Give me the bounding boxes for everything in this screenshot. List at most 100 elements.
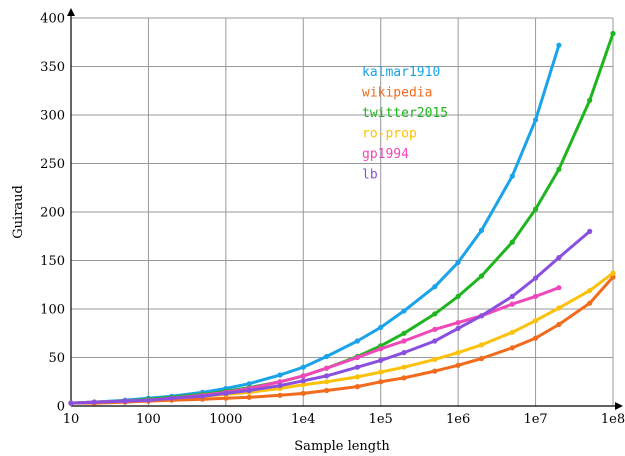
- data-point: [401, 350, 407, 356]
- data-point: [587, 228, 593, 234]
- x-tick-label: 1e5: [369, 412, 393, 427]
- data-point: [223, 395, 229, 401]
- data-point: [300, 373, 306, 379]
- series-kalmar1910: [68, 42, 562, 406]
- data-point: [556, 255, 562, 261]
- data-point: [122, 398, 128, 404]
- x-tick-label: 1e7: [523, 412, 547, 427]
- data-point: [401, 375, 407, 381]
- data-point: [378, 369, 384, 375]
- x-tick-label: 1e6: [446, 412, 470, 427]
- data-point: [432, 326, 438, 332]
- data-point: [610, 30, 616, 37]
- series-lines: [68, 30, 616, 406]
- data-point: [324, 379, 330, 385]
- data-point: [556, 305, 562, 311]
- data-point: [354, 374, 360, 380]
- data-point: [378, 324, 384, 330]
- y-tick-label: 150: [40, 254, 65, 269]
- data-point: [478, 313, 485, 319]
- data-point: [169, 395, 175, 401]
- series-wikipedia: [68, 274, 616, 406]
- data-point: [324, 353, 330, 360]
- series-lb: [68, 228, 593, 406]
- x-tick-label: 1e4: [291, 412, 315, 427]
- data-point: [277, 392, 283, 398]
- data-point: [509, 173, 515, 179]
- data-point: [246, 394, 252, 400]
- grid-lines: [71, 17, 614, 406]
- data-point: [455, 320, 461, 326]
- data-point: [432, 368, 438, 374]
- data-point: [587, 288, 593, 294]
- data-point: [509, 345, 515, 351]
- data-point: [277, 372, 283, 378]
- data-point: [587, 300, 593, 306]
- data-point: [300, 378, 306, 384]
- x-axis-label: Sample length: [294, 439, 390, 454]
- legend: kalmar1910 wikipedia twitter2015 ro-prop gp1…: [362, 65, 448, 183]
- data-point: [533, 206, 539, 212]
- data-point: [300, 382, 306, 388]
- data-point: [401, 308, 407, 314]
- y-tick-label: 300: [40, 109, 65, 124]
- data-point: [324, 365, 330, 371]
- data-point: [533, 117, 539, 123]
- data-point: [354, 354, 360, 361]
- data-point: [401, 338, 407, 344]
- data-point: [324, 373, 330, 379]
- series-line-wikipedia: [69, 275, 615, 405]
- series-line-gp1994: [69, 286, 561, 405]
- data-point: [300, 390, 306, 396]
- series-line-kalmar1910: [69, 43, 561, 405]
- data-point: [277, 383, 283, 389]
- data-point: [455, 259, 461, 265]
- data-point: [432, 356, 438, 362]
- data-point: [478, 355, 485, 362]
- data-point: [378, 357, 384, 363]
- data-point: [455, 350, 461, 356]
- data-point: [533, 318, 539, 324]
- data-point: [223, 390, 229, 396]
- y-tick-labels: 0 50 100 150 200 250 300 350 400: [40, 12, 65, 415]
- data-point: [509, 301, 515, 307]
- data-point: [354, 384, 360, 390]
- data-point: [610, 270, 616, 276]
- legend-entry-gp1994: gp1994: [362, 147, 409, 162]
- x-tick-label: 1e8: [601, 412, 625, 427]
- data-point: [556, 42, 562, 48]
- data-point: [246, 387, 252, 394]
- y-tick-label: 200: [40, 206, 65, 221]
- data-point: [533, 293, 539, 299]
- y-tick-label: 400: [40, 12, 65, 27]
- data-point: [455, 362, 461, 368]
- data-point: [478, 273, 485, 279]
- data-point: [68, 400, 74, 406]
- data-point: [354, 338, 360, 344]
- data-point: [509, 293, 515, 299]
- data-point: [509, 239, 515, 245]
- y-tick-label: 50: [48, 351, 65, 366]
- legend-entry-wikipedia: wikipedia: [362, 86, 432, 101]
- data-point: [556, 166, 562, 172]
- data-point: [91, 399, 97, 405]
- data-point: [145, 397, 151, 403]
- y-tick-label: 100: [40, 303, 65, 318]
- legend-entry-ro-prop: ro-prop: [362, 127, 417, 142]
- data-point: [478, 342, 485, 348]
- y-axis-label: Guiraud: [11, 185, 26, 239]
- data-point: [401, 364, 407, 370]
- legend-entry-twitter2015: twitter2015: [362, 106, 448, 121]
- y-tick-label: 350: [40, 60, 65, 75]
- data-point: [324, 387, 330, 394]
- data-point: [401, 330, 407, 336]
- y-tick-label: 0: [57, 400, 65, 415]
- data-point: [300, 364, 306, 370]
- data-point: [556, 285, 562, 291]
- x-tick-label: 1000: [209, 412, 242, 427]
- data-point: [509, 329, 515, 335]
- y-tick-label: 250: [40, 157, 65, 172]
- data-point: [432, 284, 438, 290]
- x-tick-labels: 10 100 1000 1e4 1e5 1e6 1e7 1e8: [63, 412, 625, 427]
